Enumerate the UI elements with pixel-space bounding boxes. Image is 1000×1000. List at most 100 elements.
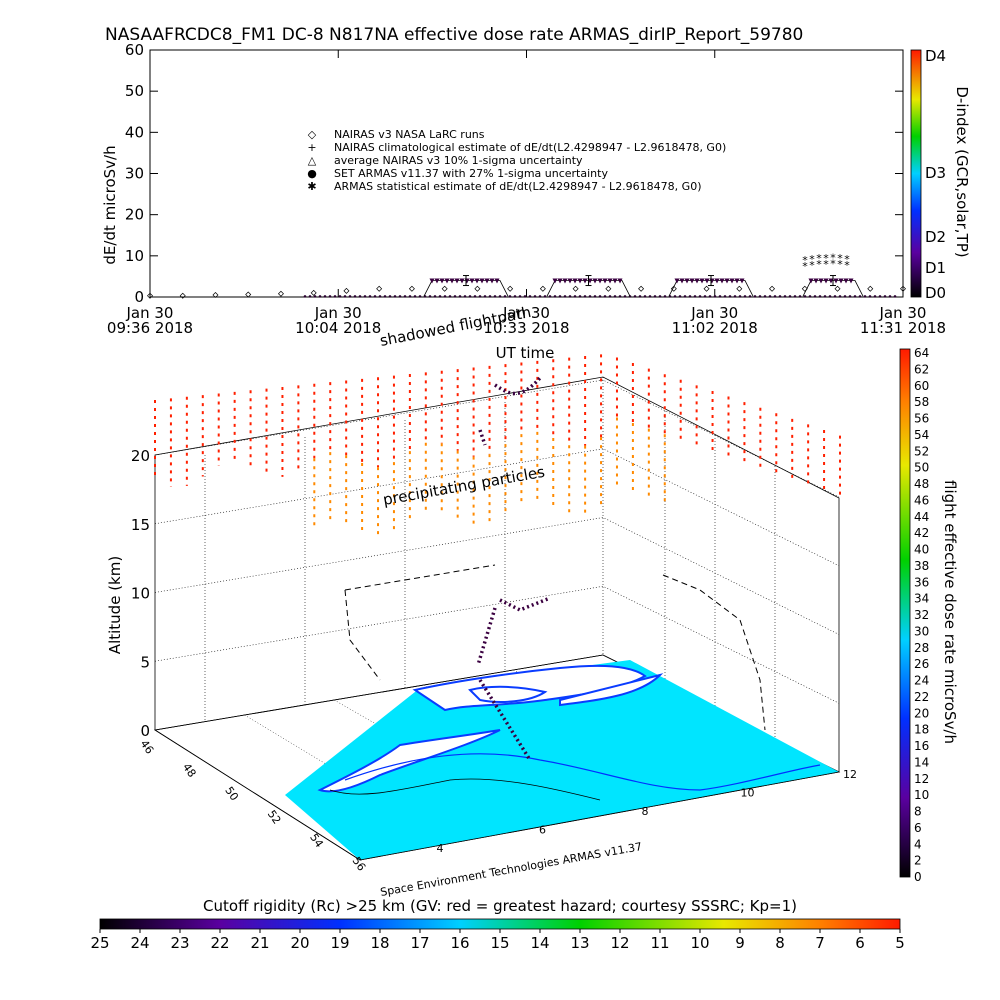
- land-region: [559, 673, 664, 707]
- armas-point: [577, 278, 583, 284]
- baseline-point: [453, 295, 457, 298]
- nairas-diamond: [801, 285, 808, 292]
- armas-point: [689, 278, 695, 284]
- baseline-point: [808, 295, 812, 298]
- baseline-point: [308, 295, 312, 298]
- baseline-point: [448, 295, 452, 298]
- baseline-point: [598, 295, 602, 298]
- rigidity-tick: 10: [690, 934, 709, 952]
- longitude-tick: 12: [843, 768, 857, 781]
- baseline-point: [688, 295, 692, 298]
- baseline-point: [833, 295, 837, 298]
- baseline-point: [748, 295, 752, 298]
- armas-point: [434, 278, 440, 284]
- baseline-point: [773, 295, 777, 298]
- x-tick-time: 10:33 2018: [483, 319, 569, 337]
- y-tick-label: 40: [125, 123, 144, 141]
- baseline-point: [608, 295, 612, 298]
- armas-point: [674, 278, 680, 284]
- baseline-point: [828, 295, 832, 298]
- nairas-diamond: [376, 285, 383, 292]
- dose-rate-tick: 30: [914, 624, 929, 638]
- baseline-point: [528, 295, 532, 298]
- rigidity-tick: 12: [610, 934, 629, 952]
- baseline-point: [508, 295, 512, 298]
- land-region: [317, 729, 501, 793]
- dose-rate-tick: 22: [914, 690, 929, 704]
- top-data-layer: ** ** ** ** ******: [147, 251, 906, 299]
- armas-point: [833, 278, 839, 284]
- baseline-point: [728, 295, 732, 298]
- rigidity-tick: 15: [490, 934, 509, 952]
- armas-point: [724, 278, 730, 284]
- baseline-point: [753, 295, 757, 298]
- nairas-diamond: [408, 285, 415, 292]
- box-front-edge-left: [154, 729, 361, 861]
- nairas-diamond: [638, 285, 645, 292]
- armas-point: [679, 278, 685, 284]
- dose-rate-tick: 58: [914, 395, 929, 409]
- baseline-point: [473, 295, 477, 298]
- armas-point: [694, 278, 700, 284]
- dose-rate-tick: 36: [914, 575, 929, 589]
- dose-rate-tick: 50: [914, 461, 929, 475]
- baseline-point: [823, 295, 827, 298]
- baseline-point: [708, 295, 712, 298]
- baseline-point: [703, 295, 707, 298]
- baseline-point: [623, 295, 627, 298]
- latitude-tick: 46: [138, 738, 157, 757]
- armas-point: [823, 278, 829, 284]
- armas-point: [572, 278, 578, 284]
- armas-stat-asterisk: *: [816, 258, 822, 271]
- baseline-point: [353, 295, 357, 298]
- armas-point: [494, 278, 500, 284]
- baseline-point: [658, 295, 662, 298]
- baseline-point: [343, 295, 347, 298]
- baseline-point: [718, 295, 722, 298]
- baseline-point: [493, 295, 497, 298]
- longitude-tick: 10: [741, 787, 755, 800]
- baseline-point: [363, 295, 367, 298]
- armas-point: [597, 278, 603, 284]
- armas-point: [684, 278, 690, 284]
- baseline-point: [488, 295, 492, 298]
- dose-rate-tick: 2: [914, 854, 922, 868]
- nairas-diamond: [605, 285, 612, 292]
- dose-rate-tick: 32: [914, 608, 929, 622]
- baseline-point: [648, 295, 652, 298]
- dose-rate-tick: 0: [914, 870, 922, 884]
- d-index-tick: D2: [925, 228, 946, 246]
- altitude-ticks: 0 5 10 15 20: [131, 447, 150, 740]
- altitude-tick: 10: [131, 585, 150, 603]
- dose-rate-colorbar-label: flight effective dose rate microSv/h: [941, 480, 959, 744]
- altitude-tick: 5: [140, 653, 150, 671]
- rigidity-tick: 9: [735, 934, 745, 952]
- baseline-point: [518, 295, 522, 298]
- armas-stat-asterisk: *: [837, 252, 843, 265]
- dose-rate-tick: 38: [914, 559, 929, 573]
- dose-rate-tick: 64: [914, 346, 929, 360]
- rigidity-tick: 22: [210, 934, 229, 952]
- rigidity-tick: 5: [895, 934, 905, 952]
- armas-point: [469, 278, 475, 284]
- baseline-point: [388, 295, 392, 298]
- legend-symbol: ●: [307, 167, 317, 180]
- x-tick-time: 09:36 2018: [107, 319, 193, 337]
- dose-rate-tick: 46: [914, 493, 929, 507]
- rigidity-tick: 25: [90, 934, 109, 952]
- rigidity-colorbar: [99, 918, 901, 930]
- d-index-label: D-index (GCR,solar,TP): [953, 86, 971, 257]
- nairas-diamond: [769, 285, 776, 292]
- baseline-point: [698, 295, 702, 298]
- dose-rate-tick: 20: [914, 706, 929, 720]
- baseline-point: [568, 295, 572, 298]
- baseline-point: [458, 295, 462, 298]
- annotation-precipitating-particles: precipitating particles: [382, 463, 547, 509]
- legend-symbol: △: [308, 154, 317, 167]
- baseline-point: [693, 295, 697, 298]
- armas-stat-asterisk: *: [830, 251, 836, 264]
- armas-point: [582, 278, 588, 284]
- latitude-tick: 52: [265, 808, 284, 827]
- baseline-point: [433, 295, 437, 298]
- baseline-point: [543, 295, 547, 298]
